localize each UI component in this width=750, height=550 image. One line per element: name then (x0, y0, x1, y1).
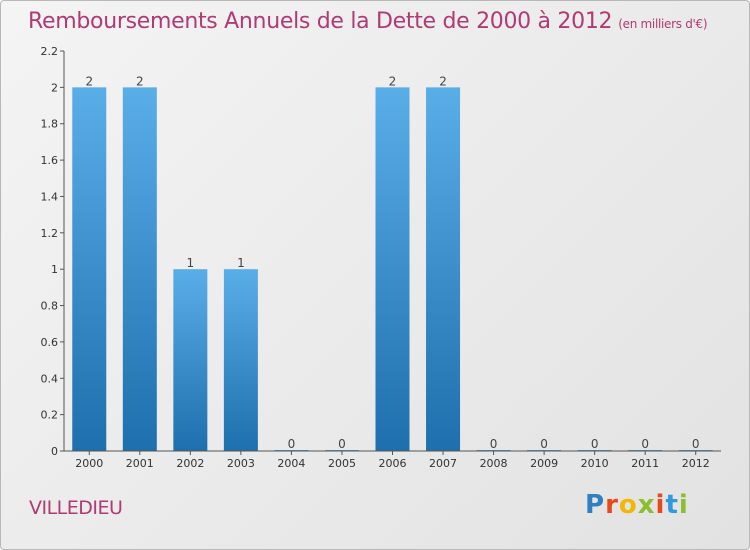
bar-value-label: 1 (187, 256, 195, 270)
x-tick-label: 2000 (75, 457, 103, 470)
y-tick-label: 1.2 (41, 227, 59, 240)
bar-2000 (72, 87, 107, 451)
bar-value-label: 0 (490, 437, 498, 451)
y-tick-label: 0 (51, 445, 58, 458)
y-tick-label: 0.6 (41, 336, 59, 349)
y-tick-label: 0.2 (41, 409, 59, 422)
bar-2007 (426, 87, 461, 451)
x-tick-label: 2011 (631, 457, 659, 470)
commune-name: VILLEDIEU (29, 497, 123, 519)
logo-letter: t (665, 490, 679, 520)
logo-letter: i (655, 490, 666, 520)
bar-2003 (223, 269, 258, 451)
bar-value-label: 1 (237, 256, 245, 270)
logo-letter: x (637, 490, 656, 520)
logo-letter: P (585, 490, 606, 520)
bar-2001 (122, 87, 157, 451)
y-tick-label: 1 (51, 263, 58, 276)
title-unit: (en milliers d'€) (618, 17, 708, 31)
bar-value-label: 0 (591, 437, 599, 451)
x-tick-label: 2008 (480, 457, 508, 470)
logo-letter: o (618, 490, 638, 520)
x-tick-label: 2009 (530, 457, 558, 470)
logo-letter: i (678, 490, 689, 520)
bar-value-label: 2 (85, 74, 93, 88)
x-tick-label: 2005 (328, 457, 356, 470)
y-tick-label: 0.8 (41, 300, 59, 313)
y-tick-label: 1.8 (41, 118, 59, 131)
bar-value-label: 0 (641, 437, 649, 451)
bar-2002 (173, 269, 208, 451)
y-tick-label: 2 (51, 81, 58, 94)
y-tick-label: 1.4 (41, 190, 59, 203)
x-tick-label: 2006 (379, 457, 407, 470)
bar-value-label: 2 (136, 74, 144, 88)
x-tick-label: 2010 (581, 457, 609, 470)
bar-value-label: 0 (540, 437, 548, 451)
x-tick-label: 2012 (682, 457, 710, 470)
bar-value-label: 2 (389, 74, 397, 88)
bar-value-label: 2 (439, 74, 447, 88)
x-tick-label: 2001 (126, 457, 154, 470)
title-text: Remboursements Annuels de la Dette de 20… (28, 9, 613, 34)
y-tick-label: 0.4 (41, 372, 59, 385)
bar-value-label: 0 (338, 437, 346, 451)
y-tick-label: 1.6 (41, 154, 59, 167)
bar-value-label: 0 (692, 437, 700, 451)
x-tick-label: 2002 (176, 457, 204, 470)
chart-title: Remboursements Annuels de la Dette de 20… (28, 9, 708, 34)
bar-2006 (375, 87, 410, 451)
x-tick-label: 2003 (227, 457, 255, 470)
x-tick-label: 2007 (429, 457, 457, 470)
bar-value-label: 0 (288, 437, 296, 451)
logo-letter: r (605, 490, 619, 520)
proxiti-logo: Proxiti (585, 490, 689, 520)
x-tick-label: 2004 (277, 457, 305, 470)
y-tick-label: 2.2 (41, 45, 59, 58)
